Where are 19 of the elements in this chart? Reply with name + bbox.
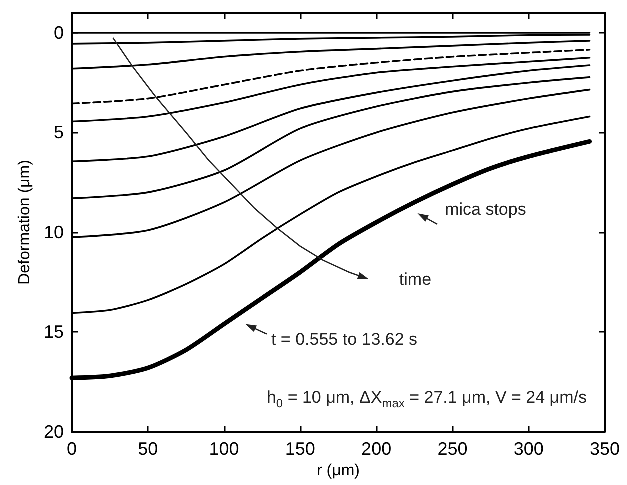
y-tick-label: 0 [54, 22, 64, 43]
x-axis-title: r (μm) [317, 462, 360, 480]
x-tick-label: 250 [438, 439, 468, 459]
x-tick-label: 300 [514, 439, 544, 459]
annotation: mica stops [445, 200, 526, 219]
y-tick-label: 20 [44, 422, 64, 442]
y-axis-title: Deformation (μm) [16, 160, 34, 285]
x-tick-label: 0 [66, 439, 78, 459]
y-tick-label: 10 [44, 222, 64, 242]
annotation: h$_{0}$ = 10 μm, ΔX$_{max}$ = 27.1 μm, V = 24 μm/s [266, 388, 587, 410]
x-tick-label: 50 [138, 439, 158, 459]
annotation: t = 0.555 to 13.62 s [271, 330, 418, 350]
y-tick-label: 5 [54, 122, 64, 143]
x-tick-label: 350 [590, 439, 620, 459]
annotation: time [399, 270, 432, 290]
x-tick-label: 200 [362, 439, 392, 459]
x-tick-label: 100 [209, 439, 240, 459]
x-tick-label: 150 [285, 439, 316, 459]
y-tick-label: 15 [44, 322, 64, 342]
